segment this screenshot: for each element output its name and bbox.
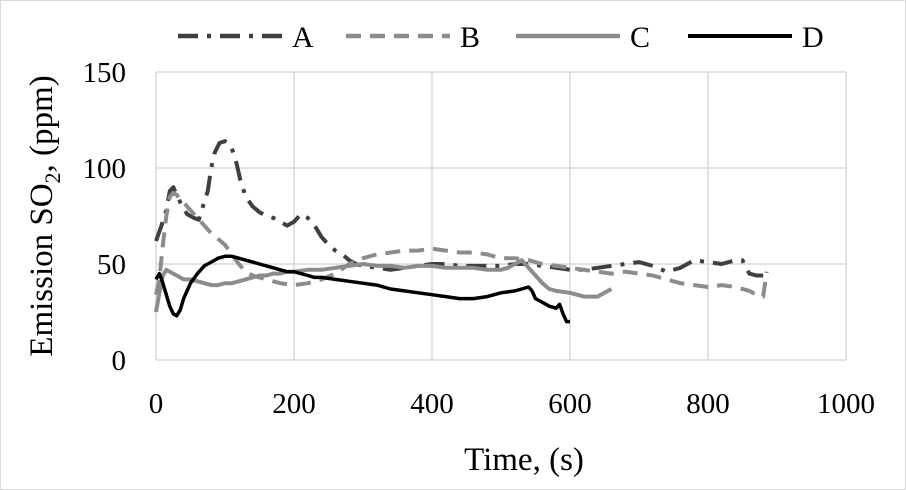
x-tick-label: 600 (548, 388, 592, 420)
grid-lines (156, 71, 847, 360)
y-tick-labels: 0 50 100 150 (83, 57, 127, 377)
y-axis-title-main: Emission SO (24, 183, 60, 356)
legend-label-d: D (802, 21, 824, 54)
legend-label-a: A (292, 21, 314, 54)
y-tick-label: 50 (97, 249, 126, 281)
series-line-a (154, 139, 764, 278)
series-lines (154, 139, 769, 324)
x-tick-label: 0 (149, 388, 164, 420)
x-tick-labels: 0 200 400 600 800 1000 (149, 388, 875, 420)
legend-label-b: B (460, 21, 480, 54)
legend: A B C D (178, 21, 824, 54)
x-axis-title: Time, (s) (464, 442, 584, 478)
y-tick-label: 0 (112, 345, 127, 377)
y-axis-title-tail: , (ppm) (24, 75, 60, 172)
series-line-c (154, 258, 613, 313)
series-line-d (154, 254, 570, 324)
x-tick-label: 400 (410, 388, 454, 420)
y-axis-title: Emission SO2, (ppm) (24, 75, 65, 356)
x-tick-label: 1000 (817, 388, 875, 420)
y-tick-label: 100 (83, 153, 127, 185)
y-axis-title-subscript: 2 (40, 172, 65, 183)
legend-label-c: C (630, 21, 650, 54)
axes (155, 72, 846, 361)
series-line-b (154, 191, 769, 299)
x-tick-label: 800 (686, 388, 730, 420)
x-tick-label: 200 (272, 388, 316, 420)
y-tick-label: 150 (83, 57, 127, 89)
